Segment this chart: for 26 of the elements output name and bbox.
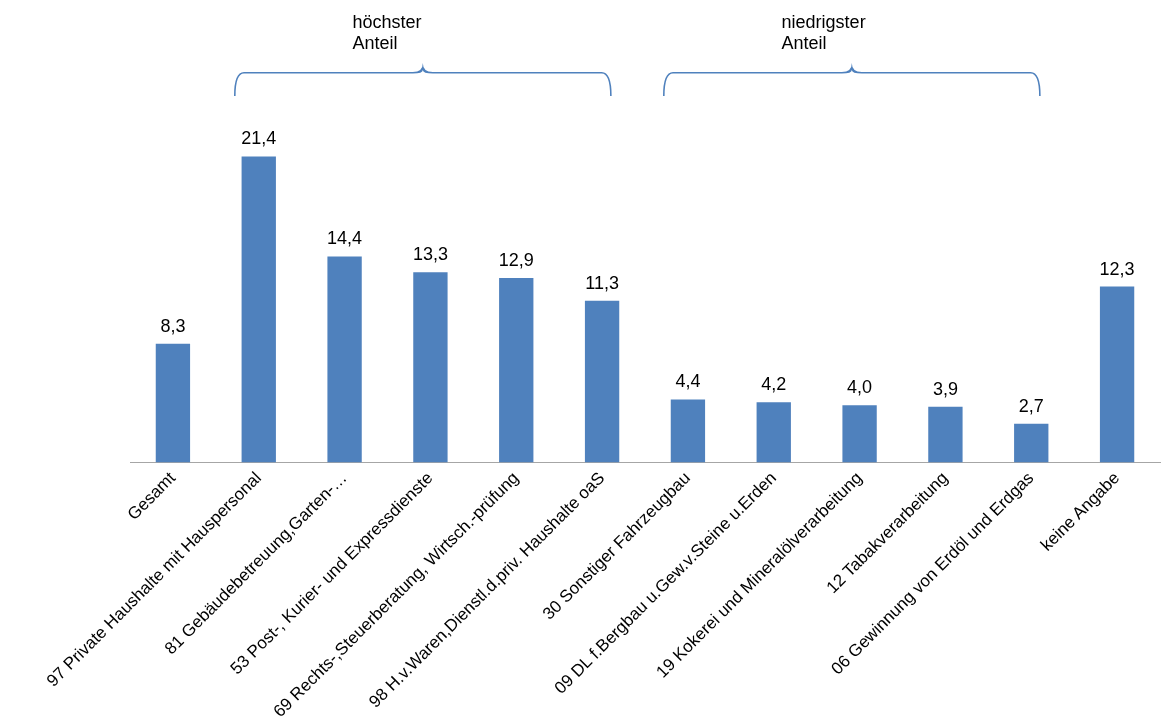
data-label: 3,9 [932,378,958,399]
bar [842,405,877,463]
bar [327,256,362,463]
bar [155,343,191,463]
data-label: 4,2 [761,374,787,395]
text: niedrigster Anteil [781,12,867,54]
data-label: 21,4 [241,128,277,149]
data-label: 12,3 [1099,258,1135,279]
bar [928,406,963,463]
data-label: 13,3 [412,244,448,265]
bar [413,272,448,463]
bar [1014,423,1049,463]
data-label: 4,4 [675,371,701,392]
bar [499,277,534,463]
bar [670,399,706,463]
bar [1099,286,1135,463]
data-label: 11,3 [585,272,619,293]
data-label: 14,4 [327,228,363,249]
data-label: 4,0 [847,377,873,398]
data-label: 8,3 [160,315,186,336]
data-label: 12,9 [498,249,534,270]
data-label: 2,7 [1018,395,1044,416]
bar [584,300,620,463]
text: höchster Anteil [352,12,423,54]
bar [241,156,276,463]
bar [756,402,791,463]
